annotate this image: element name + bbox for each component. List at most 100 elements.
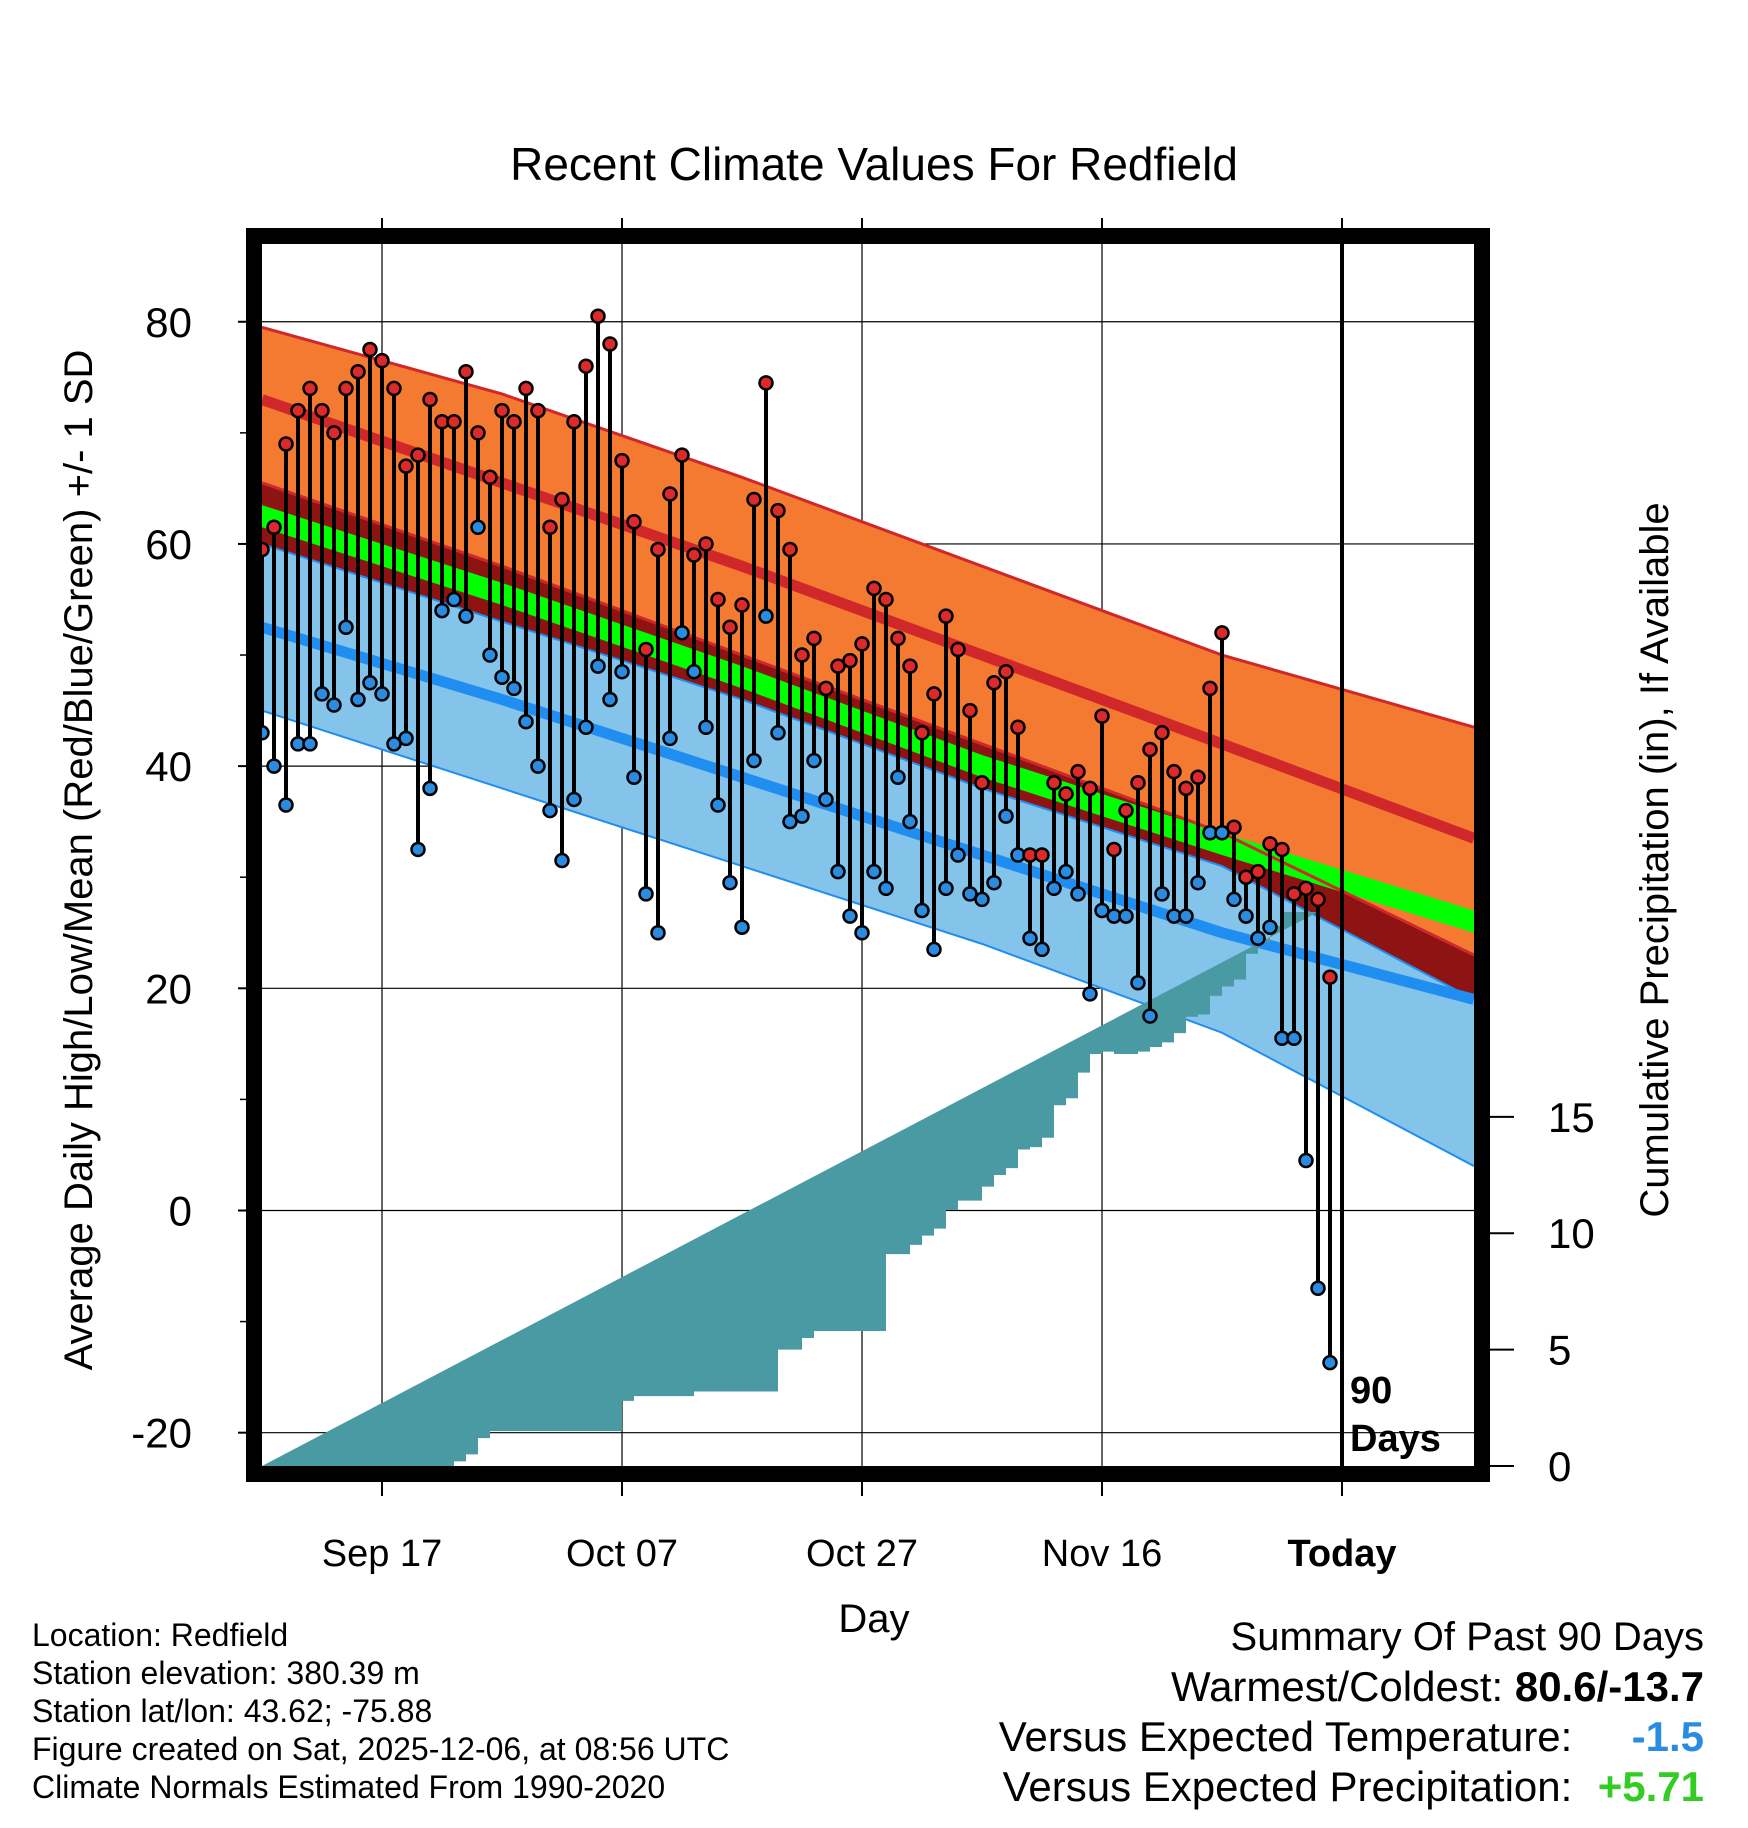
high-point (1142, 741, 1158, 758)
high-point (1202, 680, 1218, 697)
today-annotation: 90 (1350, 1370, 1392, 1412)
high-point (1106, 841, 1122, 858)
high-point (938, 608, 954, 624)
y-tick-label: -20 (131, 1410, 192, 1457)
chart-title: Recent Climate Values For Redfield (510, 138, 1238, 190)
high-point (662, 486, 678, 502)
high-point (506, 413, 522, 430)
low-point (962, 886, 978, 902)
low-point (422, 780, 438, 797)
high-point (1274, 841, 1290, 858)
warmest-coldest-row: Warmest/Coldest: 80.6/-13.7 (999, 1662, 1704, 1712)
low-point (914, 902, 930, 919)
low-point (350, 691, 366, 708)
precip-tick-label: 15 (1548, 1094, 1595, 1141)
low-point (1298, 1152, 1314, 1169)
high-point (986, 675, 1002, 691)
low-point (1022, 930, 1038, 947)
low-point (278, 797, 294, 813)
low-point (578, 719, 594, 735)
low-point (1154, 886, 1170, 902)
low-point (470, 519, 486, 536)
high-point (1310, 891, 1326, 908)
low-point (998, 808, 1014, 824)
low-point (398, 730, 414, 747)
low-point (314, 686, 330, 702)
precip-tick-label: 10 (1548, 1210, 1595, 1257)
high-point (722, 619, 738, 636)
low-point (1046, 880, 1062, 897)
y-axis-label-left: Average Daily High/Low/Mean (Red/Blue/Gr… (57, 350, 101, 1371)
low-point (266, 758, 282, 774)
high-point (590, 308, 606, 324)
high-point (578, 358, 594, 374)
low-point (1190, 875, 1206, 891)
low-point (1070, 886, 1086, 902)
high-point (410, 447, 426, 463)
elevation-text: Station elevation: 380.39 m (32, 1655, 420, 1691)
y-tick-label: 20 (145, 965, 192, 1012)
high-point (1130, 775, 1146, 791)
high-point (1166, 763, 1182, 780)
low-point (758, 608, 774, 624)
high-point (458, 364, 474, 380)
high-point (698, 536, 714, 552)
low-point (926, 941, 942, 958)
low-point (638, 886, 654, 902)
high-point (542, 519, 558, 536)
high-point (1010, 719, 1026, 735)
high-point (302, 380, 318, 397)
low-point (806, 752, 822, 769)
low-point (842, 908, 858, 924)
high-point (914, 725, 930, 741)
high-point (686, 547, 702, 563)
low-point (1286, 1030, 1302, 1047)
high-point (926, 686, 942, 702)
low-point (938, 880, 954, 897)
high-point (1190, 769, 1206, 785)
low-point (1262, 919, 1278, 935)
y-tick-label: 40 (145, 743, 192, 790)
high-point (1250, 863, 1266, 880)
low-point (650, 925, 666, 941)
low-point (614, 663, 630, 680)
low-point (662, 730, 678, 747)
high-point (1058, 786, 1074, 802)
high-point (602, 336, 618, 352)
precip-tick-label: 0 (1548, 1443, 1571, 1490)
low-point (1082, 986, 1098, 1002)
high-point (326, 425, 342, 441)
created-text: Figure created on Sat, 2025-12-06, at 08… (32, 1731, 730, 1767)
high-point (638, 641, 654, 658)
high-point (998, 663, 1014, 680)
high-point (470, 425, 486, 441)
low-point (1178, 908, 1194, 924)
high-point (626, 513, 642, 530)
high-point (566, 413, 582, 430)
low-point (530, 758, 546, 774)
high-mean-line (262, 394, 1474, 844)
low-point (374, 686, 390, 702)
x-tick-label: Sep 17 (322, 1533, 442, 1575)
high-point (866, 580, 882, 597)
high-point (1322, 969, 1338, 985)
low-point (434, 602, 450, 619)
x-tick-label: Nov 16 (1042, 1533, 1162, 1575)
high-point (374, 352, 390, 369)
precip-value: +5.71 (1597, 1763, 1704, 1810)
low-point (386, 736, 402, 752)
low-point (1094, 902, 1110, 919)
low-point (446, 591, 462, 608)
precip-label: Versus Expected Precipitation: (1002, 1763, 1573, 1810)
low-point (974, 891, 990, 908)
high-point (854, 636, 870, 652)
x-axis-label: Day (838, 1597, 909, 1641)
high-point (290, 402, 306, 419)
low-point (326, 697, 342, 713)
x-tick-label: Oct 27 (806, 1533, 918, 1575)
precip-row: Versus Expected Precipitation: +5.71 (999, 1762, 1704, 1812)
low-point (338, 619, 354, 636)
high-point (266, 519, 282, 536)
low-point (950, 847, 966, 863)
low-point (554, 852, 570, 869)
